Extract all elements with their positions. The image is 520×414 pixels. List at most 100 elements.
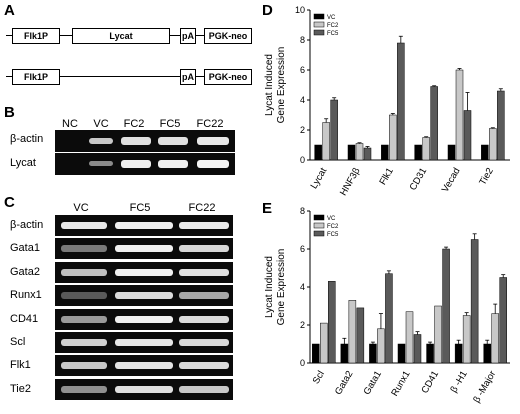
gel-band <box>179 292 229 300</box>
bar-fc5-5 <box>497 90 505 161</box>
gel-band <box>115 222 173 229</box>
y-tick-label: 8 <box>300 35 305 45</box>
legend-swatch <box>313 222 325 229</box>
gel-band <box>115 339 173 346</box>
bar-fc5-1 <box>356 307 365 364</box>
panel-label-d: D <box>262 2 273 19</box>
bar-fc5-6 <box>499 277 507 364</box>
gel-band <box>115 385 173 393</box>
construct-box-flk1p: Flk1P <box>12 28 60 44</box>
legend-label: FC5 <box>327 31 339 37</box>
bar-fc2-5 <box>462 315 471 364</box>
chart-e: 0 2 4 6 8 Lycat Induced Gene Expression Scl Gata… <box>264 206 510 405</box>
bar-fc5-4 <box>463 110 472 161</box>
gel-strip-actin <box>55 130 235 152</box>
gel-row-label: β-actin <box>10 133 44 145</box>
gel-band <box>61 222 107 229</box>
bar-vc-3 <box>397 343 406 364</box>
legend-label: VC <box>327 216 336 222</box>
panel-label-c: C <box>4 194 15 211</box>
gel-band <box>61 268 107 276</box>
gel-band <box>179 245 229 253</box>
gel-band <box>115 292 173 300</box>
panel-label-e: E <box>262 200 273 217</box>
x-tick-label: Tie2 <box>477 166 496 187</box>
gel-band <box>179 222 229 229</box>
legend-swatch <box>313 230 325 237</box>
x-tick-label: Gata2 <box>333 369 355 397</box>
lane-header: FC22 <box>188 202 216 214</box>
gel-band <box>61 362 107 370</box>
bar-vc-6 <box>483 343 491 364</box>
x-tick-label: Vecad <box>440 166 463 194</box>
panel-label-b: B <box>4 104 15 121</box>
gel-band <box>61 385 107 393</box>
x-tick-label: CD31 <box>408 166 430 193</box>
gel-band <box>115 245 173 253</box>
gel-strip <box>55 355 233 377</box>
y-tick-label: 8 <box>300 206 305 216</box>
legend-label: FC5 <box>327 232 339 238</box>
gel-strip <box>55 261 233 283</box>
bar-vc-2 <box>369 343 377 364</box>
y-tick-label: 2 <box>300 320 305 330</box>
bar-fc2-2 <box>377 328 385 364</box>
y-tick-label: 4 <box>300 95 305 105</box>
gel-row-label: Gata1 <box>10 242 40 255</box>
gel-band <box>61 245 107 253</box>
lane-header: NC <box>62 118 78 130</box>
bar-fc2-3 <box>422 137 430 161</box>
gel-band <box>115 315 173 323</box>
bar-fc2-2 <box>389 114 397 161</box>
bar-fc5-1 <box>363 147 372 161</box>
x-tick-label: HNF3β <box>338 166 363 198</box>
construct-line <box>196 76 204 77</box>
gel-row-label: Flk1 <box>10 359 31 372</box>
gel-row-label: Lycat <box>10 157 36 169</box>
lane-header: VC <box>93 118 109 130</box>
lane-header: FC5 <box>159 118 181 130</box>
y-tick-label: 4 <box>300 282 305 292</box>
lane-header: FC2 <box>123 118 145 130</box>
construct-box-flk1p: Flk1P <box>12 69 60 85</box>
gel-band <box>179 268 229 276</box>
bar-fc2-4 <box>434 305 442 364</box>
bar-vc-3 <box>414 144 422 161</box>
bar-vc-0 <box>314 144 322 161</box>
legend-label: FC2 <box>327 23 339 29</box>
y-tick-label: 2 <box>300 125 305 135</box>
lane-header: VC <box>73 202 89 214</box>
gel-strip <box>55 378 233 400</box>
y-tick-label: 0 <box>300 155 305 165</box>
bar-vc-1 <box>347 144 356 161</box>
bar-fc2-3 <box>405 311 414 364</box>
panel-label-a: A <box>4 2 15 19</box>
x-tick-label: Gata1 <box>362 369 384 397</box>
bar-vc-5 <box>454 343 463 364</box>
bar-vc-2 <box>381 144 389 161</box>
gel-row-label: Gata2 <box>10 265 40 278</box>
gel-row-label: Runx1 <box>10 289 42 302</box>
y-tick-label: 6 <box>300 244 305 254</box>
x-tick-label: CD41 <box>419 369 441 396</box>
x-tick-label: Scl <box>311 369 327 386</box>
construct-box-pa: pA <box>180 69 196 85</box>
construct-box-pa: pA <box>180 28 196 44</box>
gel-band <box>61 292 107 300</box>
y-axis-label: Lycat Induced <box>264 54 275 116</box>
x-tick-label: Lycat <box>309 166 330 191</box>
bar-fc2-1 <box>348 300 357 364</box>
x-tick-label: β -Major <box>471 369 498 405</box>
gel-band <box>115 268 173 276</box>
bar-fc5-0 <box>328 281 336 364</box>
gel-band <box>179 385 229 393</box>
gel-row-label: β-actin <box>10 219 44 231</box>
bar-fc5-4 <box>442 248 450 364</box>
x-tick-label: Flk1 <box>377 166 396 187</box>
construct-box-pgkneo: PGK-neo <box>204 28 252 44</box>
gel-band <box>115 362 173 370</box>
bar-fc5-3 <box>430 86 438 161</box>
y-tick-label: 0 <box>300 358 305 368</box>
y-tick-label: 10 <box>295 5 305 15</box>
y-axis-label: Gene Expression <box>276 47 287 124</box>
